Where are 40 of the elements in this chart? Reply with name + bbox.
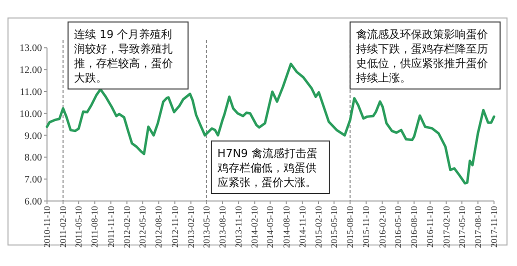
x-tick-label: 2016-05-10 — [393, 206, 404, 248]
x-tick-label: 2012-02-10 — [122, 206, 132, 248]
ref-line-label: 连续 19 个月养殖利润较好，导致养殖扎推，存栏较高，蛋价大跌。 — [74, 28, 174, 84]
x-tick-label: 2013-02-10 — [186, 206, 196, 248]
y-tick-label: 6.00 — [24, 196, 42, 208]
x-tick-label: 2013-08-10 — [218, 206, 228, 248]
y-tick-label: 12.00 — [20, 65, 42, 76]
x-tick-label: 2012-05-10 — [138, 206, 148, 248]
x-tick-label: 2017-02-10 — [441, 206, 452, 248]
x-tick-label: 2010-11-10 — [42, 206, 52, 248]
x-tick-label: 2015-11-10 — [361, 206, 372, 248]
x-tick-label: 2014-11-10 — [297, 206, 308, 248]
y-tick-label: 13.00 — [20, 43, 42, 54]
x-tick-label: 2015-05-10 — [329, 206, 340, 248]
x-tick-label: 2012-11-10 — [170, 206, 180, 248]
x-tick-label: 2011-11-10 — [106, 206, 116, 248]
x-tick-label: 2011-05-10 — [74, 206, 84, 248]
x-tick-label: 2014-05-10 — [265, 206, 276, 248]
x-tick-label: 2011-02-10 — [58, 206, 68, 248]
x-tick-label: 2017-08-10 — [472, 206, 483, 248]
x-tick-label: 2011-08-10 — [90, 206, 100, 248]
x-tick-label: 2016-08-10 — [409, 206, 420, 248]
x-tick-label: 2013-05-10 — [201, 206, 212, 248]
x-tick-label: 2015-02-10 — [313, 206, 324, 248]
x-tick-label: 2016-11-10 — [425, 206, 436, 248]
x-tick-label: 2016-02-10 — [377, 206, 388, 248]
y-tick-label: 10.00 — [20, 108, 42, 120]
x-tick-label: 2014-02-10 — [250, 206, 260, 248]
x-tick-label: 2017-05-10 — [456, 206, 467, 248]
ref-line-label: 禽流感及环保政策影响蛋价持续下跌，蛋鸡存栏降至历史低位，供应紧张推升蛋价持续上涨。 — [356, 28, 488, 84]
ref-line-label: H7N9 禽流感打击蛋鸡存栏偏低，鸡蛋供应紧张，蛋价大涨。 — [216, 147, 318, 189]
x-tick-label: 2014-08-10 — [281, 206, 292, 248]
x-tick-label: 2015-08-10 — [345, 206, 356, 248]
x-tick-label: 2017-11-10 — [489, 206, 499, 248]
y-tick-label: 7.00 — [24, 174, 42, 186]
x-tick-label: 2012-08-10 — [154, 206, 164, 248]
y-tick-label: 8.00 — [24, 152, 42, 164]
y-tick-label: 11.00 — [20, 87, 42, 98]
y-tick-label: 9.00 — [24, 130, 42, 142]
x-tick-label: 2013-11-10 — [234, 206, 244, 248]
